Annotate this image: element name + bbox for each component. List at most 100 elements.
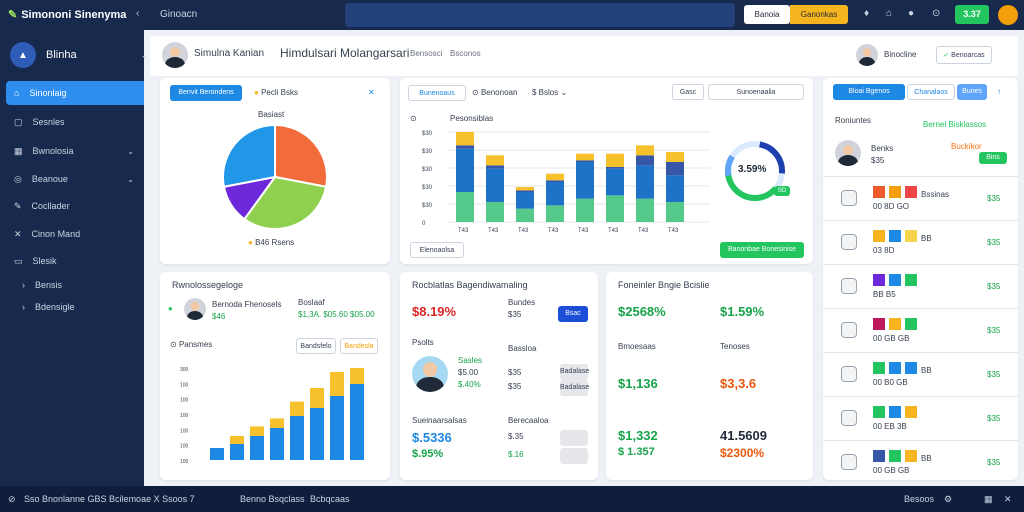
tab-bars[interactable]: Bunenoaus bbox=[408, 85, 466, 101]
pie-card: Benvit Berondens ● Pecli Bsks ✕ Basiast … bbox=[160, 78, 390, 264]
color-swatch bbox=[873, 230, 885, 242]
filter[interactable]: ⊙ Benonoan bbox=[472, 88, 518, 97]
primary-button[interactable]: Banoia bbox=[744, 5, 790, 24]
row-pill[interactable]: Badalase bbox=[560, 364, 589, 380]
sidebar-item-tools[interactable]: ✎ Cocllader bbox=[6, 194, 144, 218]
item-icon[interactable] bbox=[841, 234, 857, 250]
bar-segment bbox=[230, 436, 244, 444]
row-pill[interactable] bbox=[560, 448, 588, 464]
stat-label: Bmoesaas bbox=[618, 342, 656, 351]
tab-panel-1[interactable]: Bloai Bgenos bbox=[833, 84, 905, 100]
chart-button[interactable]: Bandsfelo bbox=[296, 338, 336, 354]
tab-pie[interactable]: Benvit Berondens bbox=[170, 85, 242, 101]
row-values: 00 8D GO bbox=[873, 202, 910, 211]
gauge-value: 3.59% bbox=[738, 164, 767, 175]
item-icon[interactable] bbox=[841, 190, 857, 206]
avatar[interactable] bbox=[835, 140, 861, 166]
search-input[interactable] bbox=[345, 3, 735, 27]
close-icon[interactable]: ✕ bbox=[368, 88, 375, 97]
arrow-up-icon[interactable]: ↑ bbox=[997, 87, 1001, 96]
y-tick-label: $30 bbox=[422, 167, 433, 173]
item-icon[interactable] bbox=[841, 366, 857, 382]
sidebar-subitem[interactable]: › Bensis bbox=[6, 273, 144, 297]
chart-title: ⊙ Pansmes bbox=[170, 340, 212, 349]
bar-segment bbox=[456, 148, 474, 192]
color-swatch bbox=[873, 186, 885, 198]
person-name: Benks bbox=[871, 144, 894, 153]
chevron-right-icon: › bbox=[22, 302, 25, 312]
app-brand[interactable]: ✎ Simononi Sinenyma bbox=[8, 8, 126, 21]
avatar[interactable] bbox=[856, 44, 878, 66]
counter-badge[interactable]: 3.37 bbox=[955, 5, 989, 24]
chart-title-label: Pansmes bbox=[178, 340, 213, 349]
chevron-down-icon: ⌄ bbox=[127, 146, 134, 156]
close-icon[interactable]: ✕ bbox=[1004, 494, 1012, 504]
item-icon[interactable] bbox=[841, 454, 857, 470]
color-swatch bbox=[873, 318, 885, 330]
item-icon[interactable] bbox=[841, 278, 857, 294]
stat-label: Boslaaf bbox=[298, 298, 325, 307]
filter[interactable]: $ Bslos ⌄ bbox=[532, 88, 568, 97]
y-tick-label: $30 bbox=[422, 149, 433, 155]
button-label: Benoarcas bbox=[951, 52, 985, 59]
chevron-left-icon[interactable]: ‹ bbox=[136, 8, 140, 19]
avatar[interactable] bbox=[412, 356, 448, 392]
stat-value: $2568% bbox=[618, 304, 666, 319]
bar-segment bbox=[636, 145, 654, 156]
chart-button[interactable]: Bandesla bbox=[340, 338, 378, 354]
subtitle: Bsconos bbox=[450, 49, 481, 58]
bar-segment bbox=[456, 132, 474, 146]
color-swatch bbox=[889, 186, 901, 198]
x-tick-label: T43 bbox=[548, 228, 559, 234]
row-values: BB B5 bbox=[873, 290, 896, 299]
pie-slice-0 bbox=[274, 123, 328, 188]
y-tick-label: $30 bbox=[422, 131, 433, 137]
sidebar-subitem[interactable]: › Bdensigle bbox=[6, 295, 144, 319]
row-extra: BB bbox=[921, 366, 932, 375]
header-action-button[interactable]: ✓ Benoarcas bbox=[936, 46, 992, 64]
bell-icon[interactable]: ♦ bbox=[864, 8, 870, 19]
doc-icon: ▭ bbox=[14, 255, 23, 266]
sidebar: ▲ Blinha ⌄ ⌂ Sinonlaig ▢ Sesnles ▦ Bwnolosi… bbox=[0, 30, 148, 486]
sidebar-title: Blinha bbox=[46, 49, 77, 61]
metric-pill[interactable]: Bsac bbox=[558, 306, 588, 322]
sidebar-item-analytics[interactable]: ▦ Bwnolosia ⌄ bbox=[6, 139, 144, 163]
card-title: Rwnolossegeloge bbox=[172, 280, 244, 290]
sidebar-header[interactable]: ▲ Blinha ⌄ bbox=[10, 42, 148, 68]
right-action-button[interactable]: Banonbae Bonesinise bbox=[720, 242, 804, 258]
tag[interactable]: Gasc bbox=[672, 84, 704, 100]
sidebar-item-globe[interactable]: ◎ Beanoue ⌄ bbox=[6, 167, 144, 191]
person-badge[interactable]: Bins bbox=[979, 152, 1007, 164]
avatar[interactable] bbox=[998, 5, 1018, 25]
item-icon[interactable] bbox=[841, 322, 857, 338]
x-tick-label: T43 bbox=[608, 228, 619, 234]
tab-panel-3[interactable]: Bunes bbox=[957, 84, 987, 100]
bar-segment bbox=[576, 153, 594, 161]
bar-segment bbox=[210, 448, 224, 460]
tag[interactable]: Sunoenaalia bbox=[708, 84, 804, 100]
avatar-label: Sasles bbox=[458, 356, 483, 365]
color-swatch bbox=[873, 362, 885, 374]
sidebar-item-sessions[interactable]: ▢ Sesnles bbox=[6, 110, 144, 134]
row-pill[interactable]: Badalase bbox=[560, 380, 589, 396]
settings-icon[interactable]: ⊙ bbox=[932, 8, 941, 19]
square-icon: ▢ bbox=[14, 116, 23, 127]
tab-panel-2[interactable]: Chanalaos bbox=[907, 84, 955, 100]
sidebar-item-home[interactable]: ⌂ Sinonlaig bbox=[6, 81, 144, 105]
grid-icon[interactable]: ▦ bbox=[984, 494, 993, 504]
bottom-label: Berecaaloa bbox=[508, 416, 549, 425]
avatar[interactable] bbox=[162, 42, 188, 68]
bar-segment bbox=[636, 165, 654, 199]
breadcrumb[interactable]: Ginoacn bbox=[160, 9, 198, 20]
sidebar-item-docs[interactable]: ▭ Slesik bbox=[6, 249, 144, 273]
left-action-button[interactable]: Elenoaolsa bbox=[410, 242, 464, 258]
user-icon[interactable]: ● bbox=[908, 8, 915, 19]
row-pill[interactable] bbox=[560, 430, 588, 446]
item-icon[interactable] bbox=[841, 410, 857, 426]
avatar[interactable] bbox=[184, 298, 206, 320]
bottom-value: $.35 bbox=[508, 432, 524, 441]
home-icon[interactable]: ⌂ bbox=[886, 8, 893, 19]
sidebar-item-manage[interactable]: ✕ Cinon Mand bbox=[6, 222, 144, 246]
accent-button[interactable]: Ganonkas bbox=[790, 5, 848, 24]
settings-icon[interactable]: ⚙ bbox=[944, 494, 953, 504]
